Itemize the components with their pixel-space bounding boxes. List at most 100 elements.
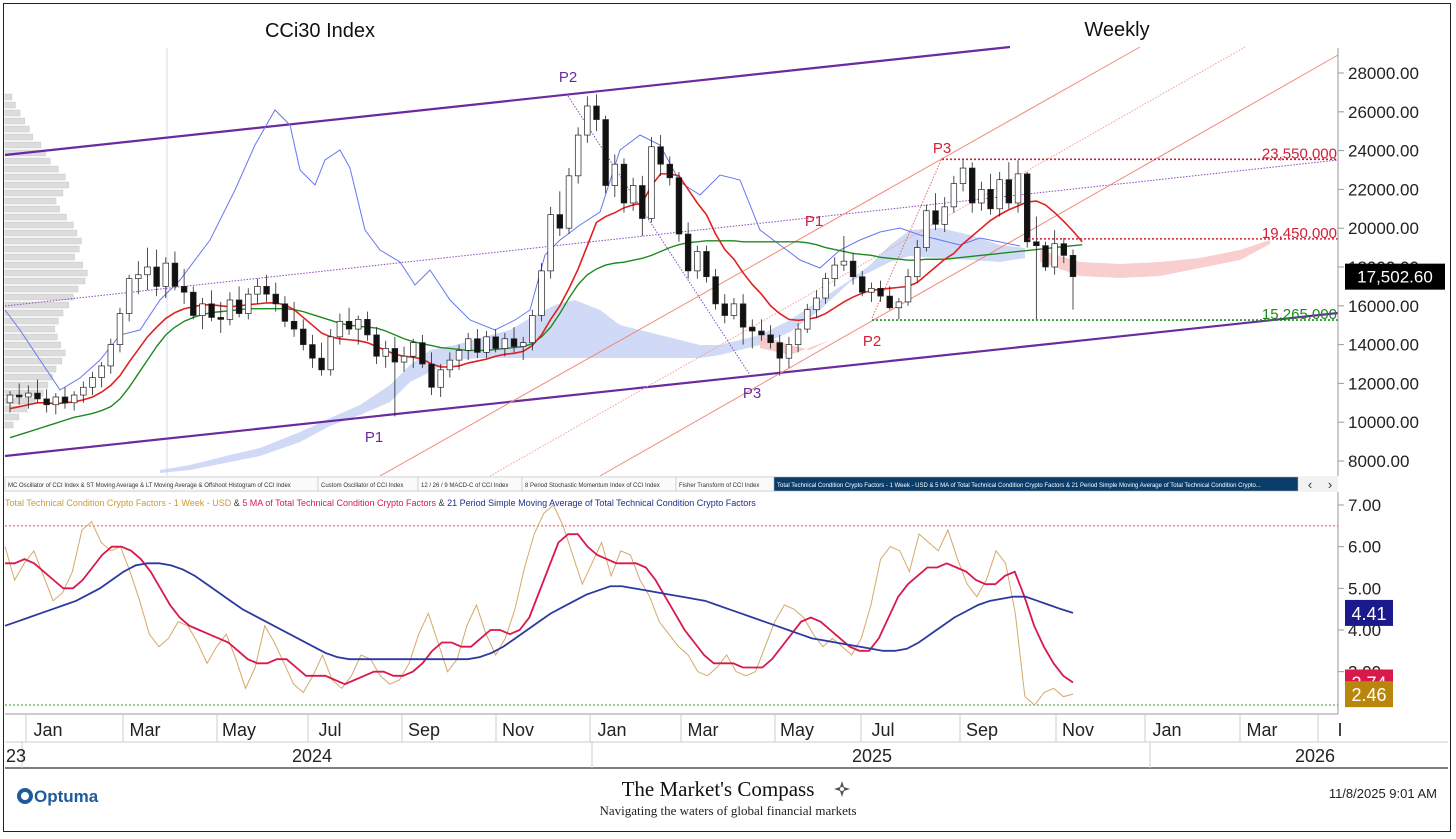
volume-profile <box>4 93 88 429</box>
candle <box>474 329 481 359</box>
candle-body-up <box>547 214 554 272</box>
candle <box>611 154 619 198</box>
candle <box>987 173 994 215</box>
level-label: 15,265.000 <box>1262 306 1337 323</box>
compass-icon-center <box>840 787 844 791</box>
volume-profile-bar <box>4 173 66 181</box>
candle-body-down <box>1060 243 1068 256</box>
candle-body-up <box>519 342 527 347</box>
indicator-tab[interactable]: 12 / 26 / 9 MACD-C of CCI Index <box>417 476 523 492</box>
indicator-tab-bg <box>773 476 1299 492</box>
candle <box>859 270 866 297</box>
candle-body-down <box>217 317 224 320</box>
masthead-title: The Market's Compass <box>622 777 815 801</box>
candle <box>593 94 600 132</box>
moving-averages <box>9 173 1083 439</box>
legend-part: & <box>231 498 242 508</box>
candle-body-down <box>602 119 609 186</box>
legend-part: 5 MA of Total Technical Condition Crypto… <box>242 498 436 508</box>
price-tick-label: 14000.00 <box>1348 336 1419 355</box>
volume-profile-bar <box>4 221 74 229</box>
indicator-tab-label: MC Oscillator of CCI Index & ST Moving A… <box>8 483 291 489</box>
candle-body-down <box>657 146 664 165</box>
candle <box>391 336 399 417</box>
candle-body-down <box>703 251 710 278</box>
candle-body-down <box>684 233 692 272</box>
candle <box>666 156 673 186</box>
month-label: Jan <box>597 720 626 740</box>
indicator-tab[interactable]: Total Technical Condition Crypto Factors… <box>773 476 1299 492</box>
indicator-tab[interactable]: Fisher Transform of CCI Index <box>675 476 775 492</box>
candle <box>1051 230 1058 275</box>
candle-body-down <box>758 330 765 336</box>
candle-body-up <box>89 377 96 388</box>
candle <box>694 245 701 279</box>
lt-moving-average <box>9 240 1083 439</box>
candle <box>1042 241 1049 271</box>
candle <box>996 171 1003 217</box>
price-tick-label: 8000.00 <box>1348 452 1409 471</box>
channel-upper-line <box>4 45 1011 157</box>
indicator-tab-label: Total Technical Condition Crypto Factors… <box>777 483 1261 489</box>
candle-body-down <box>15 394 23 398</box>
candle <box>355 315 362 345</box>
indicator-legend: Total Technical Condition Crypto Factors… <box>5 498 756 508</box>
candle <box>364 311 371 341</box>
candle-body-up <box>400 355 408 363</box>
volume-profile-bar <box>4 269 88 277</box>
tab-next-button[interactable]: › <box>1328 477 1332 492</box>
candle-body-up <box>941 206 948 225</box>
candle <box>226 292 234 326</box>
candle <box>712 268 719 310</box>
volume-profile-bar <box>4 237 82 245</box>
candle <box>199 298 206 330</box>
candle <box>932 193 939 231</box>
candle-body-down <box>290 320 298 330</box>
tcf-raw-line <box>4 504 1074 706</box>
candle-body-up <box>501 338 509 349</box>
candle-body-down <box>373 334 380 357</box>
tab-prev-button[interactable]: ‹ <box>1308 477 1312 492</box>
candle-body-up <box>80 386 87 396</box>
candle-body-down <box>886 295 893 309</box>
cloud-bearish-forward <box>1040 240 1270 278</box>
price-tick-label: 22000.00 <box>1348 180 1419 199</box>
time-axis: Jan Mar May Jul Sep Nov Jan Mar May Jul Sep Nov Jan M… <box>5 713 1448 769</box>
candle <box>25 385 32 409</box>
candle-body-up <box>116 313 124 345</box>
candle-body-up <box>694 251 701 272</box>
volume-profile-bar <box>4 261 83 269</box>
candle <box>813 290 820 318</box>
candle-body-up <box>107 344 114 367</box>
candle <box>171 251 179 291</box>
candle-body-down <box>639 185 646 219</box>
candle <box>923 204 930 252</box>
candle <box>721 294 728 324</box>
month-label: I <box>1337 720 1342 740</box>
candle <box>1014 160 1022 213</box>
st-moving-average <box>9 173 1083 410</box>
month-label: Sep <box>408 720 440 740</box>
candle-body-up <box>868 287 875 293</box>
indicator-tab[interactable]: 8 Period Stochastic Momentum Index of CC… <box>521 476 677 492</box>
indicator-tab[interactable]: Custom Oscillator of CCI Index <box>317 476 419 492</box>
candle <box>235 286 243 318</box>
candle-body-up <box>125 278 133 314</box>
pivot-label: P2 <box>559 69 577 86</box>
pitchfork-upper-line <box>379 46 1141 477</box>
candle-body-up <box>584 105 591 136</box>
candle-body-up <box>98 365 105 378</box>
candle <box>904 268 912 306</box>
candle-body-down <box>739 303 747 328</box>
candle <box>501 332 509 357</box>
volume-profile-bar <box>4 317 59 325</box>
candle-body-down <box>235 299 243 314</box>
volume-profile-bar <box>4 365 57 373</box>
candle-body-up <box>822 278 829 299</box>
candle-body-up <box>794 328 802 345</box>
pivot-label: P2 <box>863 333 881 350</box>
candle-body-up <box>483 336 490 353</box>
indicator-tab[interactable]: MC Oscillator of CCI Index & ST Moving A… <box>4 476 319 492</box>
candle <box>730 298 738 320</box>
